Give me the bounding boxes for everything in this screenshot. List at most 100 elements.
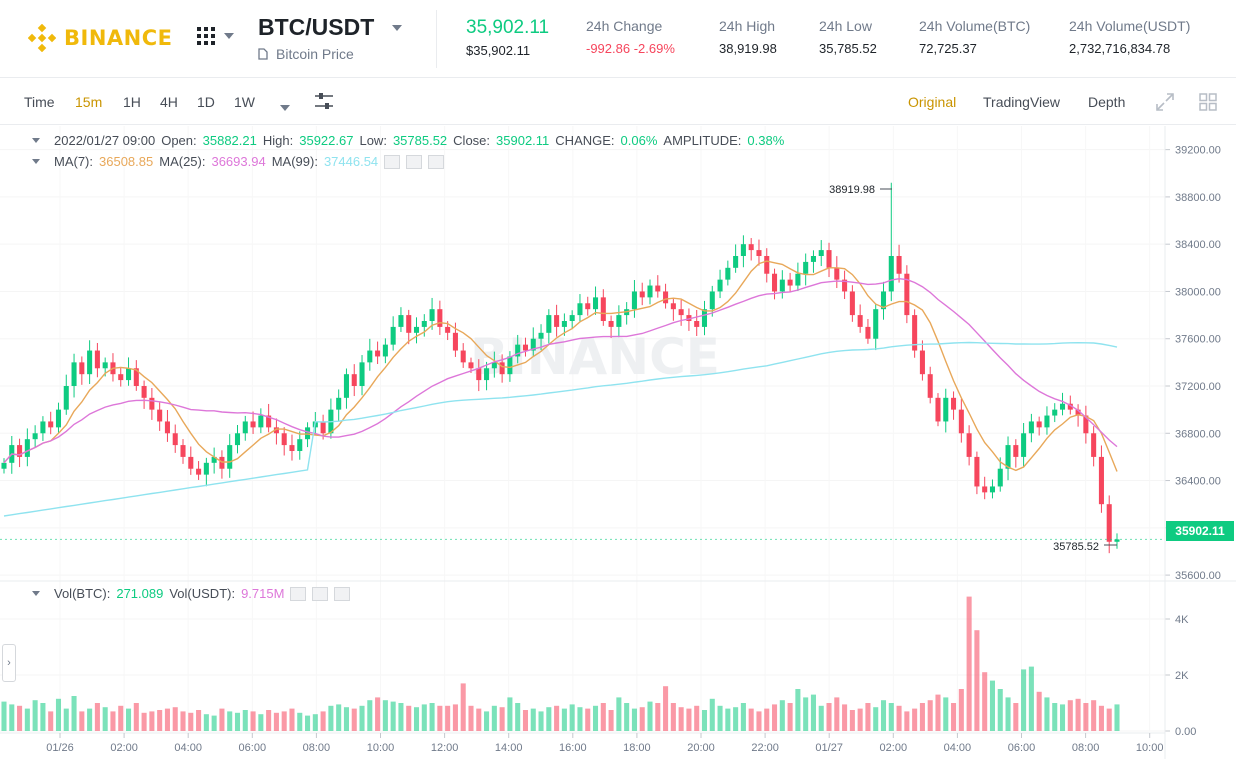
interval-4h[interactable]: 4H xyxy=(160,94,178,110)
volume-bar xyxy=(149,711,155,731)
candle-body xyxy=(678,309,684,316)
volume-bar xyxy=(873,707,879,731)
view-tradingview-tab[interactable]: TradingView xyxy=(983,94,1061,110)
volume-bar xyxy=(133,703,139,731)
time-tick-label: 12:00 xyxy=(431,742,459,754)
ma25-label: MA(25): xyxy=(159,154,206,169)
volume-bar xyxy=(452,704,458,731)
volume-bar xyxy=(273,712,279,731)
apps-menu-button[interactable] xyxy=(196,26,234,46)
vol-usdt-label: Vol(USDT): xyxy=(169,586,236,601)
time-tick-label: 16:00 xyxy=(559,742,587,754)
price-tick-label: 38400.00 xyxy=(1175,239,1221,251)
volume-bar xyxy=(974,630,980,731)
candle-body xyxy=(180,445,186,457)
close-icon[interactable] xyxy=(428,154,445,169)
volume-bar xyxy=(406,705,412,731)
collapse-caret[interactable] xyxy=(32,138,40,143)
candle-body xyxy=(927,374,933,398)
pair-title-button[interactable]: BTC/USDT xyxy=(258,14,403,41)
moving-averages xyxy=(0,260,1165,540)
eye-icon[interactable] xyxy=(384,154,401,169)
candle-body xyxy=(958,409,964,434)
volume-bar xyxy=(600,703,606,731)
view-depth-tab[interactable]: Depth xyxy=(1088,94,1126,110)
volume-bar xyxy=(577,707,583,731)
volume-bar xyxy=(118,705,124,731)
caret-down-icon xyxy=(280,105,290,111)
volume-bar xyxy=(1005,697,1011,731)
candle-body xyxy=(460,350,466,363)
candle-body xyxy=(772,273,778,292)
eye-icon[interactable] xyxy=(290,586,307,601)
close-icon[interactable] xyxy=(334,586,351,601)
volume-tick-label: 0.00 xyxy=(1175,726,1196,738)
stat-label: 24h Volume(BTC) xyxy=(919,18,1031,34)
stat-label: 24h High xyxy=(719,18,776,34)
volume-bar xyxy=(476,708,482,731)
interval-1w[interactable]: 1W xyxy=(234,94,255,110)
candle-body xyxy=(663,291,669,304)
fullscreen-button[interactable] xyxy=(1156,93,1174,114)
volume-bar xyxy=(1059,704,1066,731)
layout-button[interactable] xyxy=(1199,93,1217,114)
volume-bar xyxy=(71,696,77,731)
candle-body xyxy=(522,344,529,351)
gear-icon[interactable] xyxy=(406,154,423,169)
collapse-caret[interactable] xyxy=(32,159,40,164)
vol-usdt-value: 9.715M xyxy=(241,586,285,601)
grid-layout-icon xyxy=(1199,93,1217,111)
candle-body xyxy=(289,445,295,451)
candle-body xyxy=(63,386,69,410)
candle-body xyxy=(647,285,653,298)
volume-bar xyxy=(367,700,373,731)
volume-bar xyxy=(927,700,933,731)
candle-body xyxy=(367,350,373,363)
candle-body xyxy=(1059,403,1066,410)
interval-time[interactable]: Time xyxy=(24,94,55,110)
view-original-tab[interactable]: Original xyxy=(908,94,957,110)
gear-icon[interactable] xyxy=(312,586,329,601)
ma99-label: MA(99): xyxy=(271,154,318,169)
interval-1d[interactable]: 1D xyxy=(197,94,215,110)
volume-bar xyxy=(826,703,832,731)
last-price-usd: $35,902.11 xyxy=(466,43,531,58)
legend-amplitude-label: AMPLITUDE: xyxy=(663,133,742,148)
volume-bar xyxy=(678,707,684,731)
chart-area[interactable]: BINANCE 38919.98 35785.52 39200.00 38800.… xyxy=(0,126,1236,759)
chevron-right-icon: › xyxy=(7,657,11,669)
candle-body xyxy=(507,356,513,375)
candle-body xyxy=(686,315,692,321)
volume-bar xyxy=(445,705,451,731)
legend-open: 35882.21 xyxy=(202,133,257,148)
volume-bar xyxy=(196,710,202,731)
expand-panel-button[interactable]: › xyxy=(2,644,16,682)
indicator-settings-button[interactable] xyxy=(314,92,334,113)
volume-bar xyxy=(1098,705,1104,731)
candle-body xyxy=(343,374,349,398)
volume-bar xyxy=(188,712,194,731)
collapse-caret[interactable] xyxy=(32,591,40,596)
volume-bar xyxy=(569,704,575,731)
volume-bar xyxy=(48,711,54,731)
interval-1h[interactable]: 1H xyxy=(123,94,141,110)
pair-info-link[interactable]: Bitcoin Price xyxy=(258,46,402,62)
volume-bar xyxy=(55,698,62,731)
stat-label: 24h Volume(USDT) xyxy=(1069,18,1191,34)
candle-body xyxy=(1106,504,1112,542)
volume-bar xyxy=(857,708,863,731)
settings-sliders-icon xyxy=(315,93,333,109)
volume-bar xyxy=(421,704,427,731)
volume-bar xyxy=(336,704,342,731)
volume-bar xyxy=(647,701,653,731)
price-tick-label: 38800.00 xyxy=(1175,192,1221,204)
brand-logo[interactable]: BINANCE xyxy=(28,24,172,52)
candle-body xyxy=(896,256,902,274)
volume-bar xyxy=(219,708,225,731)
interval-more-button[interactable] xyxy=(280,98,290,114)
volume-bar xyxy=(795,689,801,731)
candle-body xyxy=(982,486,988,493)
candle-body xyxy=(546,315,552,333)
candlestick-chart[interactable]: BINANCE 38919.98 35785.52 39200.0038800.… xyxy=(0,126,1236,759)
interval-15m[interactable]: 15m xyxy=(75,94,103,110)
